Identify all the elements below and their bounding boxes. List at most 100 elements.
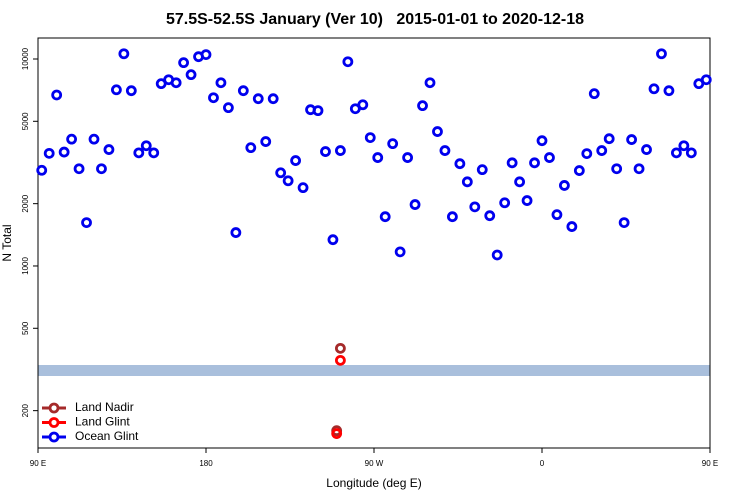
data-point xyxy=(148,147,160,159)
data-point xyxy=(656,48,667,60)
data-point xyxy=(275,167,287,179)
legend-label: Land Glint xyxy=(75,415,130,429)
data-point xyxy=(461,176,473,188)
data-point xyxy=(521,195,533,206)
data-point xyxy=(118,48,130,60)
data-point xyxy=(402,152,414,163)
data-point xyxy=(357,99,369,111)
data-point xyxy=(334,342,346,354)
data-point xyxy=(267,93,279,105)
data-point xyxy=(103,144,115,155)
y-tick-label: 1000 xyxy=(21,257,30,275)
data-point xyxy=(140,140,152,152)
data-point xyxy=(178,57,190,69)
data-point xyxy=(603,133,615,145)
data-point xyxy=(260,136,272,147)
data-point xyxy=(237,85,249,97)
data-point xyxy=(125,85,137,97)
data-point xyxy=(170,77,182,89)
data-point xyxy=(469,201,481,213)
data-point xyxy=(387,138,399,150)
data-point xyxy=(342,56,354,68)
data-point xyxy=(499,197,511,209)
y-tick-label: 2000 xyxy=(21,194,30,212)
data-point xyxy=(484,210,496,222)
data-point xyxy=(43,147,55,159)
data-point xyxy=(476,164,488,176)
data-point xyxy=(671,147,682,159)
data-point xyxy=(491,249,503,261)
legend-swatch xyxy=(48,431,60,443)
data-point xyxy=(230,227,242,238)
legend-swatch xyxy=(48,402,60,414)
data-point xyxy=(222,102,234,114)
data-point xyxy=(663,85,675,97)
data-point xyxy=(432,126,443,137)
legend-label: Ocean Glint xyxy=(75,429,139,443)
data-point xyxy=(66,133,77,145)
data-point xyxy=(58,146,70,158)
data-point xyxy=(331,428,343,439)
data-point xyxy=(334,145,346,156)
data-point xyxy=(312,105,324,117)
data-point xyxy=(633,163,645,175)
data-point xyxy=(611,163,623,175)
data-point xyxy=(566,221,578,232)
y-tick-label: 200 xyxy=(21,403,30,417)
data-point xyxy=(320,146,331,157)
x-tick-label: 0 xyxy=(540,459,545,468)
data-point xyxy=(327,234,339,246)
data-point xyxy=(514,176,525,188)
data-point xyxy=(111,84,122,96)
coverage-band xyxy=(38,365,710,376)
data-point xyxy=(506,157,518,169)
data-point xyxy=(282,175,294,187)
data-point xyxy=(133,147,145,159)
data-point xyxy=(454,158,466,170)
data-point xyxy=(185,69,197,81)
x-axis-label: Longitude (deg E) xyxy=(326,476,421,490)
data-point xyxy=(641,144,652,155)
data-point xyxy=(208,92,219,104)
data-point xyxy=(648,83,660,95)
data-point xyxy=(588,88,600,100)
data-point xyxy=(618,217,630,229)
data-point xyxy=(409,199,421,210)
x-tick-label: 180 xyxy=(199,459,213,468)
data-point xyxy=(81,217,92,229)
data-point xyxy=(581,148,593,160)
data-point xyxy=(424,77,436,89)
data-point xyxy=(551,209,563,221)
data-point xyxy=(334,354,346,366)
data-point xyxy=(96,163,107,175)
data-point xyxy=(439,145,451,156)
y-tick-label: 10000 xyxy=(21,47,30,70)
data-point xyxy=(394,246,406,258)
data-point xyxy=(573,165,585,176)
data-point xyxy=(290,155,302,166)
data-point xyxy=(544,152,555,163)
data-point xyxy=(215,77,227,89)
legend-swatch xyxy=(48,417,60,428)
data-point xyxy=(596,145,608,156)
data-point xyxy=(252,93,264,105)
plot-frame xyxy=(37,37,711,449)
data-point xyxy=(417,100,428,112)
data-point xyxy=(73,163,85,175)
y-axis-label: N Total xyxy=(0,224,14,261)
data-point xyxy=(626,134,637,145)
data-point xyxy=(529,157,540,169)
legend-label: Land Nadir xyxy=(75,400,134,414)
data-point xyxy=(700,74,712,86)
x-tick-label: 90 E xyxy=(30,459,46,468)
data-point xyxy=(245,142,257,154)
data-point xyxy=(88,133,100,145)
data-point xyxy=(297,182,309,194)
data-point xyxy=(36,164,48,176)
y-tick-label: 500 xyxy=(21,321,30,335)
data-point xyxy=(200,49,212,61)
data-point xyxy=(536,135,548,147)
y-tick-label: 5000 xyxy=(21,112,30,130)
data-point xyxy=(364,132,376,144)
